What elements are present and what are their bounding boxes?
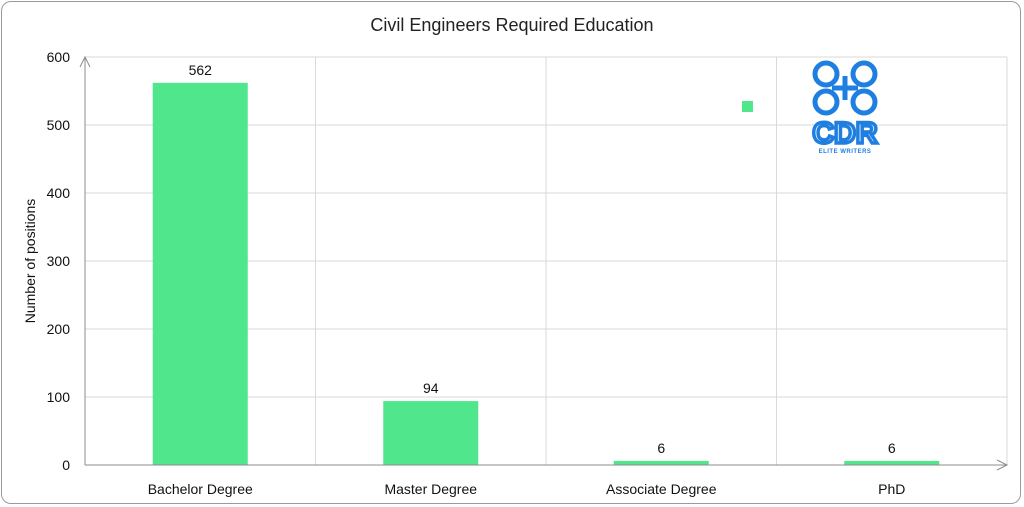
x-tick-label: Associate Degree — [606, 481, 717, 497]
chart-title: Civil Engineers Required Education — [370, 15, 653, 35]
logo-text: CDR — [813, 117, 878, 150]
y-axis-arrow — [79, 55, 91, 68]
data-label: 94 — [423, 380, 439, 396]
bar — [844, 460, 940, 465]
x-tick-label: Bachelor Degree — [148, 481, 253, 497]
data-label: 562 — [189, 62, 213, 78]
data-label: 6 — [888, 440, 896, 456]
y-axis-label: Number of positions — [22, 199, 38, 324]
x-tick-label: PhD — [878, 481, 905, 497]
y-tick-label: 0 — [62, 457, 70, 473]
x-tick-label: Master Degree — [384, 481, 477, 497]
y-tick-label: 300 — [47, 253, 71, 269]
stray-marker — [742, 101, 753, 112]
axes: 0 100 200 300 400 500 600 Bachelor Degree Master… — [47, 49, 1009, 497]
cdr-logo: CDR ELITE WRITERS — [811, 60, 880, 155]
logo-subtext: ELITE WRITERS — [819, 149, 872, 155]
y-tick-label: 400 — [47, 185, 71, 201]
y-tick-label: 500 — [47, 117, 71, 133]
y-tick-label: 100 — [47, 389, 71, 405]
bar — [383, 401, 479, 465]
data-label: 6 — [657, 440, 665, 456]
bar — [152, 82, 248, 465]
x-axis-arrow — [996, 459, 1009, 471]
bars-group: 562 94 6 6 — [152, 62, 940, 465]
y-tick-label: 600 — [47, 49, 71, 65]
bar — [613, 460, 709, 465]
y-tick-label: 200 — [47, 321, 71, 337]
